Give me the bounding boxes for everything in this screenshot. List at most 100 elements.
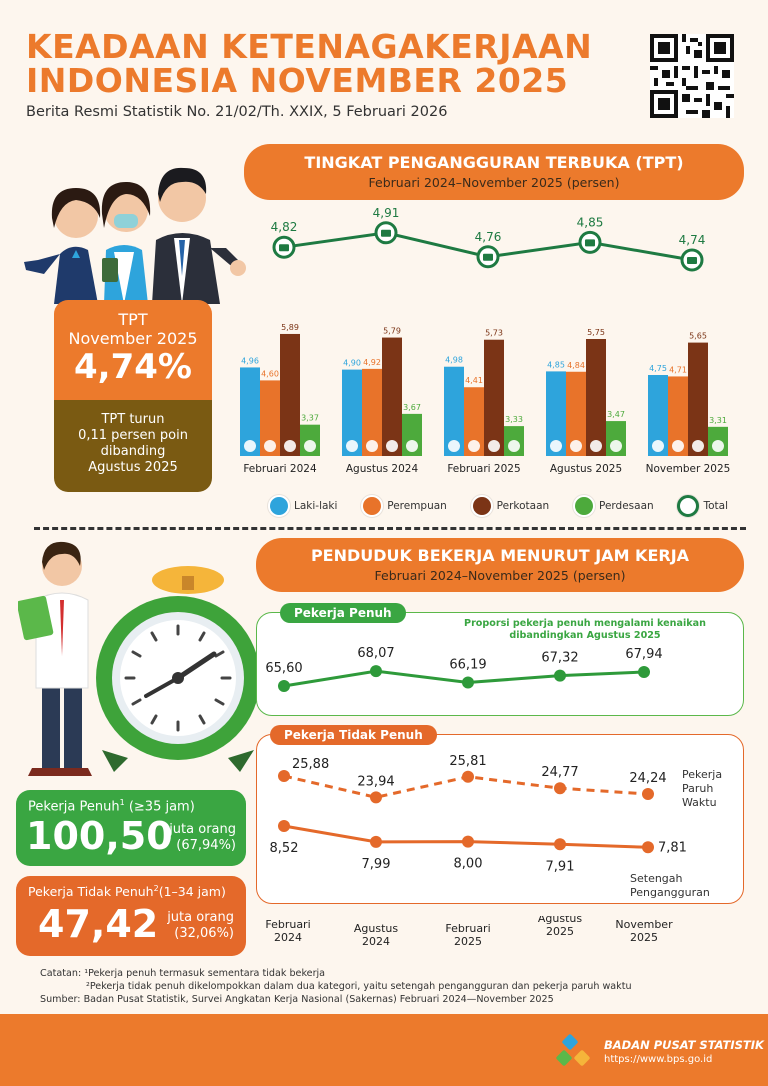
bar-icon	[590, 440, 602, 452]
bar-laki-laki-3	[546, 371, 566, 456]
full-time-point	[278, 680, 290, 692]
part-time-label: 24,24	[629, 771, 666, 786]
bar-icon	[346, 440, 358, 452]
full-time-note-line1: Proporsi pekerja penuh mengalami kenaika…	[464, 618, 706, 629]
bar-perempuan-0	[260, 380, 280, 456]
full-time-stat-label: Pekerja Penuh1 (≥35 jam)	[28, 798, 195, 814]
underemployed-point	[278, 820, 290, 832]
bar-icon	[284, 440, 296, 452]
briefcase-icon	[381, 229, 391, 237]
bar-label: 5,89	[281, 323, 299, 332]
full-time-box	[256, 612, 744, 716]
bar-label: 3,33	[505, 415, 523, 424]
bar-laki-laki-1	[342, 369, 362, 456]
section-divider	[34, 527, 746, 530]
full-time-label: 67,32	[541, 651, 578, 666]
bar-perkotaan-4	[688, 342, 708, 456]
legend-item-total: Total	[677, 494, 728, 518]
bar-perempuan-1	[362, 368, 382, 456]
category-label: Februari 2025	[447, 463, 520, 475]
qr-code-icon[interactable]	[650, 34, 734, 118]
x-tick-label: 2025	[454, 935, 482, 948]
bar-label: 5,75	[587, 328, 605, 337]
tpt-highlight-card: TPT November 2025 4,74%	[54, 300, 212, 400]
bar-icon	[264, 440, 276, 452]
footnote-source: Sumber: Badan Pusat Statistik, Survei An…	[40, 993, 632, 1006]
category-label: Februari 2024	[243, 463, 317, 475]
bar-icon	[508, 440, 520, 452]
bar-icon	[244, 440, 256, 452]
briefcase-icon	[687, 257, 697, 264]
page-title: KEADAAN KETENAGAKERJAAN INDONESIA NOVEMB…	[26, 30, 626, 98]
tpt-change-note: TPT turun 0,11 persen poin dibanding Agu…	[54, 400, 212, 492]
category-label: Agustus 2024	[346, 463, 419, 475]
full-time-label: 66,19	[449, 657, 486, 672]
total-label: 4,76	[475, 230, 502, 244]
part-time-label: 24,77	[541, 765, 578, 780]
bar-icon	[468, 440, 480, 452]
bar-laki-laki-0	[240, 367, 260, 456]
bar-icon	[366, 440, 378, 452]
bar-icon	[712, 440, 724, 452]
full-time-stat-detail: juta orang (67,94%)	[169, 822, 236, 854]
bar-label: 4,71	[669, 365, 687, 374]
full-time-label: 65,60	[265, 661, 302, 676]
masked-worker-figure	[101, 182, 151, 304]
male-worker-figure	[152, 167, 246, 304]
total-label: 4,85	[577, 215, 604, 229]
bar-label: 4,92	[363, 358, 381, 367]
briefcase-icon	[279, 244, 289, 252]
legend-label-perdesaan: Perdesaan	[598, 500, 654, 512]
tpt-card-period: November 2025	[68, 329, 198, 348]
bar-icon	[672, 440, 684, 452]
full-time-note-line2: dibandingkan Agustus 2025	[509, 630, 661, 641]
bar-perempuan-3	[566, 371, 586, 456]
underemployed-label: 7,91	[546, 859, 575, 874]
bar-perkotaan-1	[382, 337, 402, 456]
page-subtitle: Berita Resmi Statistik No. 21/02/Th. XXI…	[26, 104, 448, 120]
alarm-clock-icon	[96, 566, 258, 772]
footer-url[interactable]: https://www.bps.go.id	[604, 1054, 713, 1065]
title-line2: INDONESIA NOVEMBER 2025	[26, 61, 569, 100]
workers-illustration	[24, 167, 246, 304]
male-icon	[268, 495, 290, 517]
full-time-note: Proporsi pekerja penuh mengalami kenaika…	[430, 618, 740, 642]
tpt-note-line2: 0,11 persen poin	[78, 428, 188, 443]
work-section-title: PENDUDUK BEKERJA MENURUT JAM KERJA	[310, 546, 690, 565]
underemployed-point	[370, 835, 382, 848]
part-time-label: 25,81	[449, 754, 486, 769]
bar-icon	[488, 440, 500, 452]
footnotes: Catatan: ¹Pekerja penuh termasuk sementa…	[40, 967, 632, 1006]
bar-icon	[692, 440, 704, 452]
work-section-subtitle: Februari 2024–November 2025 (persen)	[374, 568, 626, 583]
tpt-note-line1: TPT turun	[101, 412, 165, 427]
bar-icon	[570, 440, 582, 452]
x-tick-label: Februari	[265, 918, 310, 931]
footnote-1: Catatan: ¹Pekerja penuh termasuk sementa…	[40, 967, 632, 980]
bar-label: 4,75	[649, 364, 667, 373]
bar-label: 5,79	[383, 327, 401, 336]
x-tick-label: November	[615, 918, 673, 931]
briefcase-icon	[677, 495, 700, 517]
village-icon	[572, 495, 595, 517]
part-time-stat-card: Pekerja Tidak Penuh2(1–34 jam) 47,42 jut…	[16, 876, 246, 956]
legend-label-laki-laki: Laki-laki	[294, 500, 338, 512]
bar-label: 4,60	[261, 369, 279, 378]
bar-label: 5,65	[689, 332, 707, 341]
briefcase-icon	[585, 239, 595, 247]
bar-label: 3,47	[607, 410, 625, 419]
footnote-2: ²Pekerja tidak penuh dikelompokkan dalam…	[40, 980, 632, 993]
part-time-stat-range: (1–34 jam)	[158, 884, 226, 900]
bps-logo-icon[interactable]	[554, 1032, 594, 1072]
full-time-label: 67,94	[625, 647, 662, 662]
part-time-stat-sup: 2	[153, 884, 159, 893]
footnote-label-sumber: Sumber	[40, 994, 78, 1005]
part-time-stat-label: Pekerja Tidak Penuh2(1–34 jam)	[28, 884, 226, 899]
female-worker-figure	[24, 188, 101, 304]
bar-laki-laki-2	[444, 366, 464, 456]
bar-label: 4,84	[567, 361, 585, 370]
tpt-note-line3: dibanding	[100, 444, 166, 459]
bar-label: 3,67	[403, 403, 421, 412]
footnote-text-source: : Badan Pusat Statistik, Survei Angkatan…	[77, 994, 554, 1005]
underemployed-point	[642, 841, 654, 854]
